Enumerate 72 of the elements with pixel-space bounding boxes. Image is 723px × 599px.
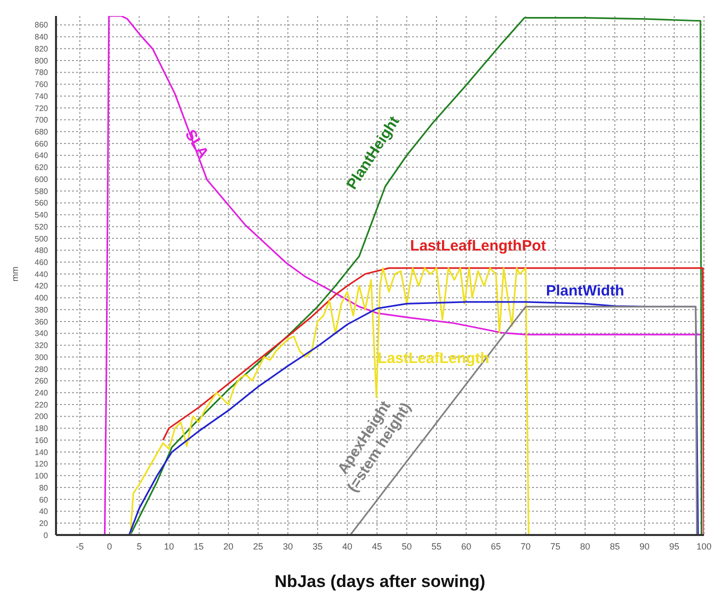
x-tick-label: 75: [550, 541, 560, 552]
x-tick-label: 15: [194, 541, 204, 552]
y-tick-label: 660: [34, 139, 49, 148]
y-tick-label: 60: [39, 495, 49, 504]
y-tick-label: 120: [34, 460, 49, 469]
line-series: [162, 267, 704, 535]
y-tick-label: 400: [34, 294, 49, 303]
y-tick-label: 40: [39, 507, 49, 516]
y-tick-label: 800: [34, 56, 49, 66]
y-tick-label: 620: [34, 163, 49, 172]
y-tick-label: 860: [34, 20, 49, 30]
y-tick-label: 180: [34, 424, 49, 434]
y-tick-label: 100: [34, 472, 49, 481]
line-series: [130, 267, 532, 535]
y-tick-label: 540: [34, 210, 49, 220]
y-tick-label: 500: [34, 234, 49, 244]
y-tick-label: 700: [34, 116, 49, 125]
x-tick-label: 100: [696, 541, 712, 552]
y-tick-label: 560: [34, 198, 49, 208]
y-tick-label: 360: [34, 317, 49, 326]
series-label: LastLeafLengthPot: [410, 237, 546, 254]
x-tick-label: 40: [342, 541, 352, 552]
x-tick-label: 5: [136, 541, 142, 552]
y-tick-label: 20: [39, 518, 49, 528]
y-tick-label: 200: [34, 412, 49, 422]
y-tick-label: 480: [34, 246, 49, 256]
y-tick-label: 340: [34, 329, 49, 338]
y-tick-label: 420: [34, 282, 49, 291]
y-axis-title: mm: [10, 266, 20, 282]
y-tick-label: 0: [44, 530, 49, 540]
x-axis-title: NbJas (days after sowing): [274, 572, 486, 591]
y-tick-label: 720: [34, 104, 49, 113]
y-tick-label: 740: [34, 92, 49, 101]
y-tick-label: 840: [34, 32, 49, 42]
y-tick-label: 160: [34, 436, 49, 445]
x-tick-label: -5: [76, 541, 84, 552]
series-label: PlantWidth: [546, 282, 624, 300]
y-tick-label: 820: [34, 44, 49, 54]
y-tick-label: 580: [34, 186, 49, 196]
x-tick-label: 70: [520, 541, 531, 552]
y-tick-label: 440: [34, 270, 49, 279]
y-tick-label: 460: [34, 258, 49, 267]
y-tick-label: 520: [34, 222, 49, 232]
x-tick-label: 85: [610, 541, 620, 552]
y-tick-label: 680: [34, 128, 49, 137]
y-tick-label: 780: [34, 68, 49, 78]
y-tick-label: 760: [34, 80, 49, 90]
y-tick-label: 600: [34, 174, 49, 184]
x-tick-label: 25: [253, 541, 264, 552]
x-tick-label: 95: [669, 541, 680, 552]
x-tick-label: 30: [282, 541, 293, 552]
x-tick-label: 90: [640, 541, 650, 552]
y-tick-label: 240: [34, 388, 49, 398]
x-tick-label: 50: [402, 541, 412, 552]
x-tick-label: 55: [431, 541, 442, 552]
y-tick-label: 320: [34, 341, 49, 350]
x-tick-label: 20: [223, 541, 234, 552]
y-tick-label: 220: [34, 400, 49, 410]
x-tick-label: 80: [580, 541, 590, 552]
y-tick-label: 80: [39, 483, 49, 492]
x-tick-label: 60: [461, 541, 472, 552]
x-tick-label: 45: [372, 541, 382, 552]
x-tick-label: 35: [312, 541, 323, 552]
y-tick-label: 380: [34, 305, 49, 314]
y-tick-label: 640: [34, 151, 49, 160]
y-tick-label: 300: [34, 352, 49, 362]
x-tick-label: 65: [490, 541, 501, 552]
x-tick-label: 0: [106, 541, 112, 552]
x-tick-label: 10: [164, 541, 174, 552]
y-tick-label: 260: [34, 376, 49, 386]
y-tick-label: 140: [34, 448, 49, 457]
y-tick-label: 280: [34, 364, 49, 374]
